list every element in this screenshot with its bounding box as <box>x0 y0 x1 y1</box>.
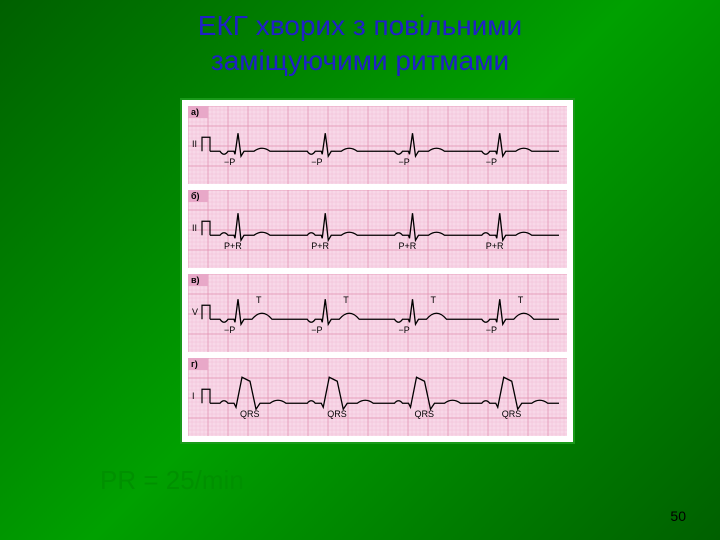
svg-text:P+R: P+R <box>399 241 417 251</box>
svg-text:I: I <box>192 391 195 401</box>
svg-text:−P: −P <box>224 157 235 167</box>
ecg-svg-b: б) II P+R P+R P+R P+R <box>188 190 567 268</box>
page-number: 50 <box>670 508 686 524</box>
ecg-svg-g: г) I QRS QRS QRS QRS <box>188 358 567 436</box>
svg-text:P+R: P+R <box>311 241 329 251</box>
ecg-strip-b: б) II P+R P+R P+R P+R <box>188 190 567 268</box>
svg-text:T: T <box>431 295 437 305</box>
svg-text:T: T <box>343 295 349 305</box>
ecg-strip-v: в) V −P T −P T −P T −P T <box>188 274 567 352</box>
svg-text:II: II <box>192 139 197 149</box>
ecg-panel: а) II −P −P −P −P б) II P+R P+R P+R P+R в) V −P T −P T −… <box>180 98 575 444</box>
svg-text:V: V <box>192 307 198 317</box>
ecg-strip-a: а) II −P −P −P −P <box>188 106 567 184</box>
svg-text:QRS: QRS <box>415 409 435 419</box>
svg-text:II: II <box>192 223 197 233</box>
svg-text:T: T <box>518 295 524 305</box>
svg-text:а): а) <box>191 107 199 117</box>
formula-text: PR = 25/min <box>100 465 244 496</box>
svg-text:−P: −P <box>486 157 497 167</box>
svg-text:P+R: P+R <box>224 241 242 251</box>
svg-text:г): г) <box>191 359 198 369</box>
ecg-svg-a: а) II −P −P −P −P <box>188 106 567 184</box>
svg-text:−P: −P <box>399 325 410 335</box>
svg-text:QRS: QRS <box>240 409 260 419</box>
svg-text:QRS: QRS <box>502 409 522 419</box>
svg-text:QRS: QRS <box>327 409 347 419</box>
svg-text:б): б) <box>191 191 200 201</box>
svg-text:в): в) <box>191 275 200 285</box>
svg-text:T: T <box>256 295 262 305</box>
svg-text:−P: −P <box>399 157 410 167</box>
svg-text:−P: −P <box>486 325 497 335</box>
ecg-strip-g: г) I QRS QRS QRS QRS <box>188 358 567 436</box>
svg-text:−P: −P <box>311 325 322 335</box>
slide-title: ЕКГ хворих з повільними заміщуючими ритм… <box>0 0 720 78</box>
svg-text:P+R: P+R <box>486 241 504 251</box>
svg-text:−P: −P <box>311 157 322 167</box>
svg-text:−P: −P <box>224 325 235 335</box>
ecg-svg-v: в) V −P T −P T −P T −P T <box>188 274 567 352</box>
title-line-2: заміщуючими ритмами <box>211 45 509 76</box>
title-line-1: ЕКГ хворих з повільними <box>198 10 522 41</box>
